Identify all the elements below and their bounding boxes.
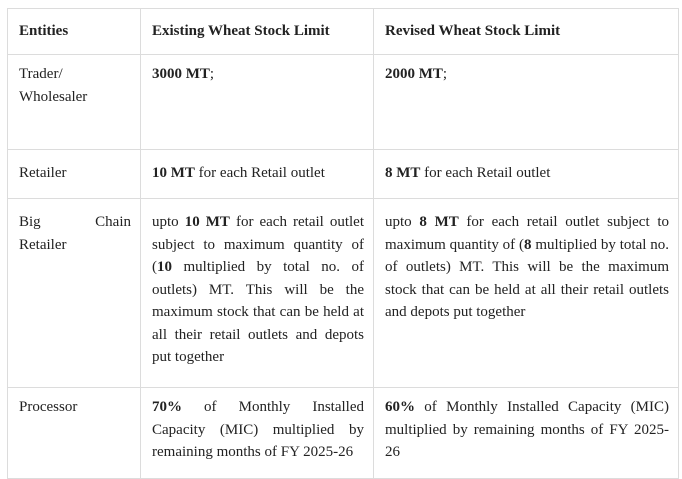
entity-cell: Retailer — [7, 149, 141, 199]
table-row: Retailer 10 MT for each Retail outlet 8 … — [7, 149, 679, 199]
existing-limit-value: 10 MT — [152, 165, 195, 181]
existing-limit-cell: 10 MT for each Retail outlet — [140, 149, 374, 199]
entity-word: Chain — [95, 214, 131, 230]
revised-multiplier-value: 8 — [524, 236, 532, 253]
existing-multiplier-value: 10 — [157, 259, 172, 275]
revised-limit-text: upto — [385, 214, 420, 230]
header-revised-limit: Revised Wheat Stock Limit — [373, 8, 679, 55]
entity-cell: Trader/ Wholesaler — [7, 54, 141, 150]
revised-limit-cell: upto 8 MT for each retail outlet subject… — [373, 198, 679, 388]
header-entities: Entities — [7, 8, 141, 55]
table-row: Processor 70% of Monthly Installed Capac… — [7, 387, 679, 479]
existing-limit-value: 10 MT — [184, 214, 230, 230]
revised-limit-cell: 60% of Monthly Installed Capacity (MIC) … — [373, 387, 679, 479]
existing-limit-text: for each Retail outlet — [194, 165, 325, 181]
existing-limit-text: multiplied by total no. of outlets) MT. … — [152, 259, 364, 365]
table-header-row: Entities Existing Wheat Stock Limit Revi… — [7, 8, 679, 55]
existing-limit-text: ; — [209, 66, 215, 82]
entity-word: Retailer — [19, 236, 67, 253]
existing-limit-text: upto — [152, 214, 185, 230]
revised-limit-value: 8 MT — [385, 165, 421, 181]
table-row: Big Chain Retailer upto 10 MT for each r… — [7, 198, 679, 388]
revised-limit-value: 60% — [385, 399, 415, 415]
revised-limit-value: 8 MT — [419, 214, 459, 230]
wheat-stock-limit-table: Entities Existing Wheat Stock Limit Revi… — [7, 8, 679, 479]
revised-limit-text: ; — [442, 66, 448, 82]
existing-limit-value: 70% — [152, 399, 182, 415]
revised-limit-text: of Monthly Installed Capacity (MIC) mult… — [385, 399, 669, 460]
revised-limit-text: multiplied by total no. of outlets) MT. … — [385, 236, 669, 321]
revised-limit-cell: 2000 MT; — [373, 54, 679, 150]
entity-cell: Processor — [7, 387, 141, 479]
page: Entities Existing Wheat Stock Limit Revi… — [7, 8, 679, 479]
existing-limit-cell: upto 10 MT for each retail outlet subjec… — [140, 198, 374, 388]
existing-limit-text: for each retail outlet subject to maximu… — [152, 214, 365, 275]
existing-limit-text: of Monthly Installed Capacity (MIC) mult… — [152, 399, 364, 460]
existing-limit-value: 3000 MT — [152, 66, 210, 82]
existing-limit-cell: 3000 MT; — [140, 54, 374, 150]
revised-limit-text: for each Retail outlet — [420, 165, 551, 181]
revised-limit-text: for each retail outlet subject to maximu… — [385, 214, 669, 253]
table-row: Trader/ Wholesaler 3000 MT; 2000 MT; — [7, 54, 679, 150]
entity-cell: Big Chain Retailer — [7, 198, 141, 388]
revised-limit-value: 2000 MT — [385, 66, 443, 82]
existing-limit-cell: 70% of Monthly Installed Capacity (MIC) … — [140, 387, 374, 479]
header-existing-limit: Existing Wheat Stock Limit — [140, 8, 374, 55]
entity-word: Big — [19, 214, 41, 230]
revised-limit-cell: 8 MT for each Retail outlet — [373, 149, 679, 199]
